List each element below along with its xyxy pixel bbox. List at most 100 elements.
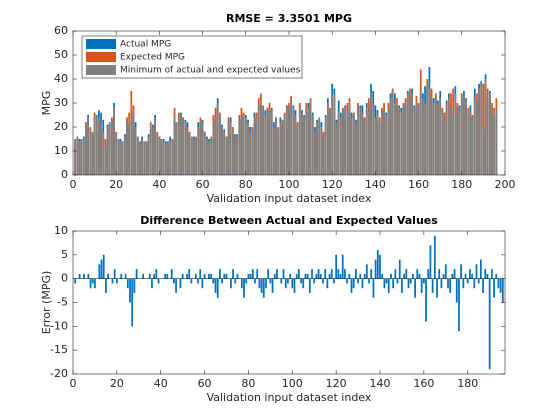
- bar: [307, 107, 310, 175]
- bar: [463, 95, 465, 175]
- bar: [136, 136, 139, 175]
- bar: [314, 131, 316, 175]
- x-tick-label: 100: [279, 178, 300, 191]
- bar: [184, 122, 187, 175]
- bar: [245, 278, 248, 284]
- bar: [186, 273, 188, 279]
- bar: [100, 259, 103, 279]
- bar: [436, 278, 438, 298]
- bar: [267, 269, 270, 279]
- bar: [401, 278, 403, 293]
- bar: [341, 254, 344, 279]
- bar: [308, 278, 311, 293]
- bar: [480, 83, 483, 175]
- bar: [419, 91, 422, 175]
- bar: [100, 122, 102, 175]
- bar: [260, 103, 262, 175]
- bar: [195, 139, 197, 175]
- legend-box: [81, 35, 303, 79]
- bar: [277, 129, 280, 175]
- bar: [240, 278, 243, 289]
- bar: [130, 115, 133, 175]
- bar: [232, 269, 234, 279]
- bar: [319, 273, 322, 279]
- y-tick-label: 50: [54, 48, 68, 61]
- bar: [501, 278, 504, 303]
- bar: [208, 273, 210, 279]
- x-tick-label: 40: [152, 178, 166, 191]
- bar: [374, 117, 377, 175]
- bar: [439, 98, 442, 175]
- bar: [165, 143, 167, 175]
- bar: [317, 269, 320, 279]
- bar: [316, 122, 318, 175]
- legend-swatch: [86, 39, 116, 49]
- bar: [456, 107, 459, 175]
- bar: [300, 278, 302, 284]
- bar: [493, 278, 495, 298]
- bar: [234, 136, 236, 175]
- bar: [465, 100, 467, 175]
- bar: [363, 273, 366, 279]
- bar: [491, 107, 493, 175]
- bar: [108, 122, 111, 175]
- bar: [129, 278, 131, 303]
- bar: [464, 273, 467, 279]
- bar: [190, 278, 193, 284]
- bar: [381, 110, 383, 175]
- bar: [447, 98, 450, 175]
- bar: [455, 278, 458, 303]
- bar: [322, 136, 325, 175]
- bar: [376, 250, 379, 279]
- bar: [262, 278, 265, 298]
- bar: [348, 273, 351, 279]
- bar: [390, 273, 392, 279]
- bar: [188, 269, 191, 279]
- bar: [238, 119, 241, 175]
- bar: [432, 103, 435, 175]
- bar: [268, 110, 271, 175]
- bar: [128, 124, 131, 175]
- bar: [409, 278, 412, 284]
- bar: [324, 117, 327, 175]
- bar: [162, 141, 165, 175]
- bar: [331, 95, 334, 175]
- bar: [133, 278, 136, 293]
- bar: [167, 141, 169, 175]
- bar: [326, 278, 329, 289]
- bar: [303, 117, 305, 175]
- bar: [177, 117, 180, 175]
- y-axis-label: MPG: [40, 91, 53, 116]
- bar: [469, 269, 471, 279]
- bar: [166, 273, 169, 279]
- bar: [251, 269, 254, 279]
- bar: [258, 278, 261, 289]
- bar: [433, 235, 436, 279]
- bar: [266, 110, 269, 175]
- bar: [467, 112, 470, 175]
- bar: [264, 115, 267, 175]
- y-tick-label: -20: [50, 367, 68, 380]
- bar: [143, 141, 146, 175]
- x-tick-label: 60: [196, 178, 210, 191]
- bar: [221, 127, 223, 175]
- bar: [117, 139, 120, 175]
- bar: [225, 273, 228, 279]
- bar: [415, 103, 418, 175]
- bar: [280, 278, 283, 284]
- bar: [404, 100, 407, 175]
- bar: [115, 278, 118, 284]
- bar: [82, 139, 85, 175]
- bar: [493, 115, 496, 175]
- bar: [149, 127, 152, 175]
- bar: [385, 278, 388, 284]
- bar: [175, 278, 177, 293]
- y-tick-label: 0: [61, 168, 68, 181]
- bar: [210, 273, 213, 279]
- bar: [471, 117, 474, 175]
- bar: [497, 278, 500, 289]
- bar: [414, 278, 416, 298]
- bar: [170, 269, 173, 279]
- bar: [495, 273, 498, 279]
- bar: [405, 269, 408, 279]
